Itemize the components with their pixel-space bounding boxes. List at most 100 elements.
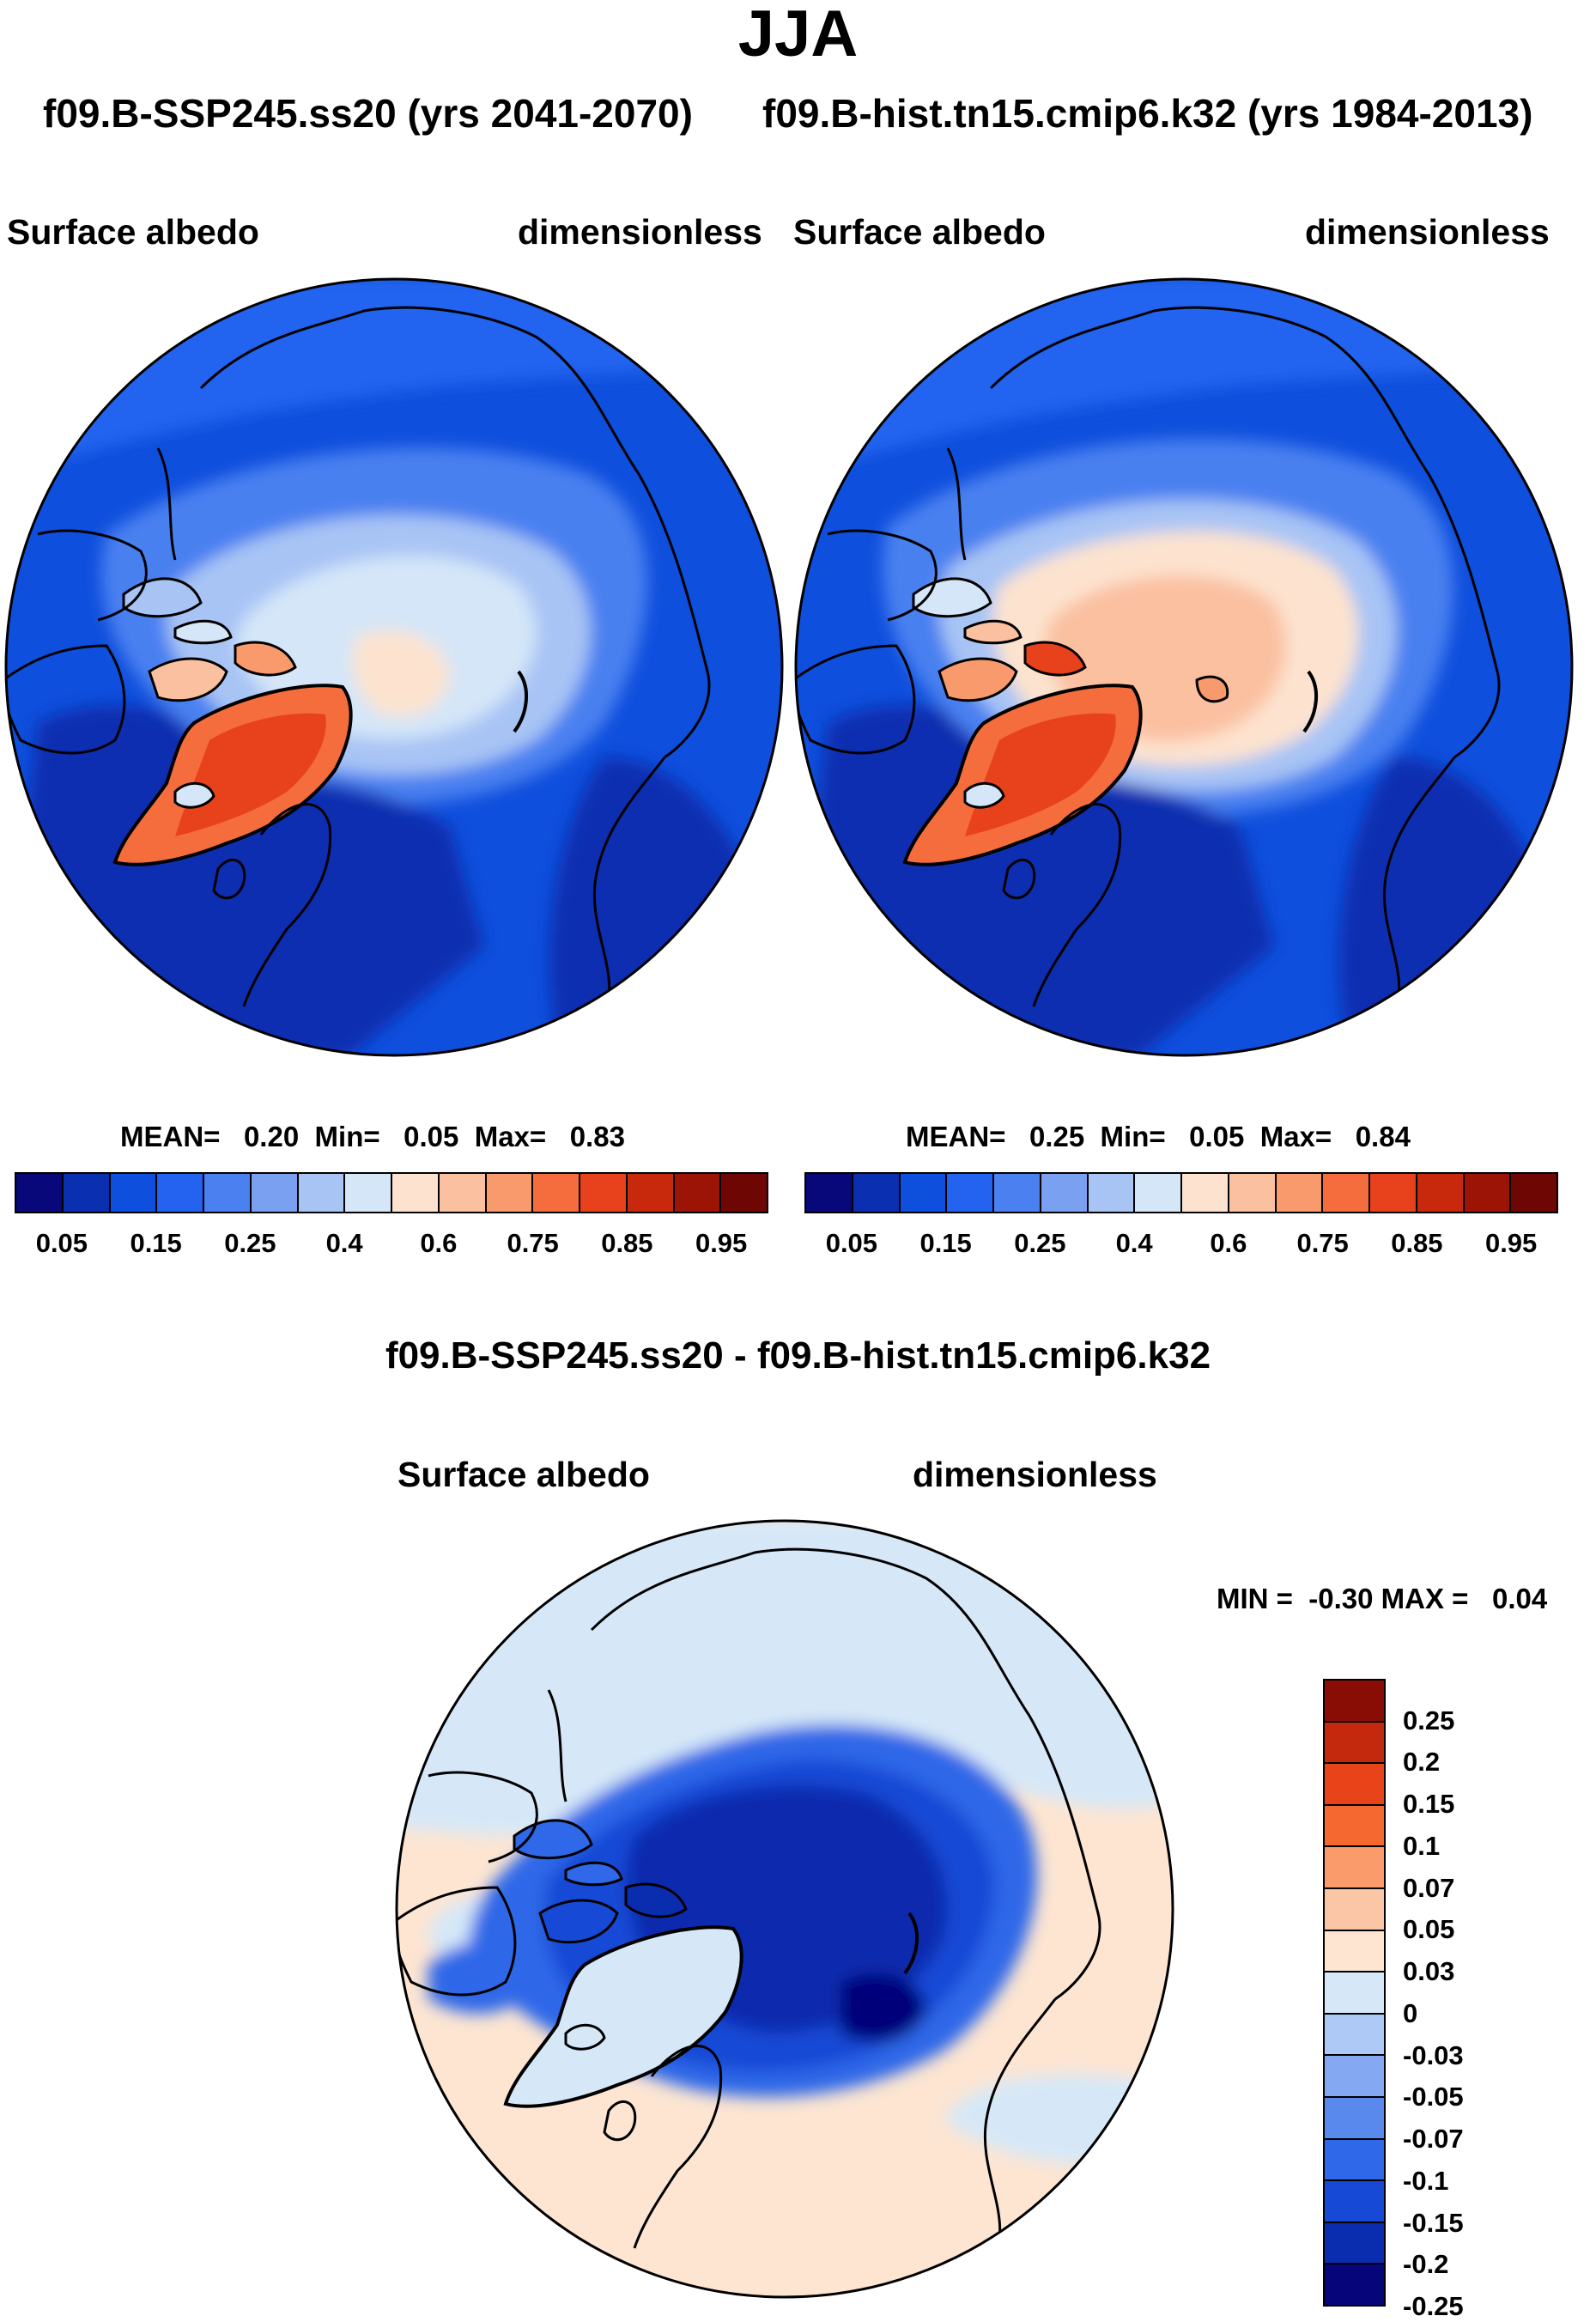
diff-colorbar-tick-label: -0.25 (1403, 2291, 1464, 2321)
left-colorbar-swatch (204, 1174, 252, 1212)
diff-colorbar-swatch (1325, 2264, 1384, 2305)
diff-variable-label: Surface albedo (397, 1455, 650, 1494)
right-run-title: f09.B-hist.tn15.cmip6.k32 (yrs 1984-2013… (762, 91, 1533, 136)
difference-title: f09.B-SSP245.ss20 - f09.B-hist.tn15.cmip… (385, 1334, 1211, 1377)
left-colorbar-swatch (251, 1174, 299, 1212)
left-colorbar-swatch (392, 1174, 440, 1212)
right-colorbar-swatch (1464, 1174, 1512, 1212)
right-colorbar-swatch (900, 1174, 948, 1212)
right-colorbar-swatch (1229, 1174, 1277, 1212)
right-colorbar-swatch (994, 1174, 1041, 1212)
right-polar-map (794, 277, 1574, 1057)
diff-colorbar-swatch (1325, 1972, 1384, 2015)
diff-colorbar-tick-label: -0.07 (1403, 2124, 1464, 2155)
right-colorbar-tick-label: 0.85 (1391, 1228, 1443, 1258)
diff-colorbar-ticks: 0.25 0.2 0.15 0.1 0.07 0.05 0.03 0 -0.03 -0.05 -0.… (1403, 1679, 1540, 2321)
season-title: JJA (737, 0, 859, 70)
diff-colorbar-tick-label: 0 (1403, 1997, 1418, 2028)
right-colorbar-tick-label: 0.6 (1210, 1228, 1247, 1258)
right-colorbar (804, 1172, 1558, 1213)
diff-colorbar-swatch (1325, 2139, 1384, 2182)
diff-stats: MIN = -0.30 MAX = 0.04 (1217, 1583, 1548, 1614)
left-colorbar-tick-label: 0.75 (507, 1228, 559, 1258)
left-colorbar-swatch (157, 1174, 204, 1212)
left-colorbar-tick-label: 0.95 (695, 1228, 748, 1258)
diff-colorbar-tick-label: 0.03 (1403, 1956, 1455, 1987)
diff-colorbar-tick-label: -0.15 (1403, 2207, 1464, 2238)
left-colorbar-swatch (298, 1174, 346, 1212)
diff-colorbar-swatch (1325, 2014, 1384, 2057)
right-variable-label: Surface albedo (793, 212, 1046, 252)
right-units-label: dimensionless (1305, 212, 1550, 252)
left-colorbar-tick-label: 0.25 (224, 1228, 276, 1258)
left-colorbar-swatch (16, 1174, 64, 1212)
diff-colorbar-tick-label: -0.05 (1403, 2082, 1464, 2112)
diff-colorbar-tick-label: 0.25 (1403, 1705, 1455, 1735)
right-colorbar-tick-label: 0.95 (1484, 1228, 1538, 1258)
left-units-label: dimensionless (518, 212, 762, 252)
diff-colorbar-swatch (1325, 1930, 1384, 1973)
left-colorbar-tick-label: 0.4 (325, 1228, 363, 1258)
right-colorbar-swatch (1417, 1174, 1465, 1212)
left-colorbar-tick-label: 0.6 (420, 1228, 458, 1258)
difference-polar-map (395, 1519, 1174, 2299)
left-run-title: f09.B-SSP245.ss20 (yrs 2041-2070) (43, 91, 693, 136)
diff-colorbar-tick-label: -0.2 (1403, 2249, 1449, 2280)
diff-colorbar-swatch (1325, 1722, 1384, 1765)
left-colorbar-swatch (533, 1174, 580, 1212)
diff-colorbar-tick-label: 0.1 (1403, 1830, 1441, 1861)
diff-colorbar-swatch (1325, 1847, 1384, 1889)
right-colorbar-swatch (853, 1174, 901, 1212)
left-colorbar-swatch (627, 1174, 675, 1212)
left-polar-map (4, 277, 784, 1057)
diff-colorbar-tick-label: -0.03 (1403, 2039, 1464, 2070)
right-colorbar-tick-label: 0.15 (919, 1228, 972, 1258)
left-variable-label: Surface albedo (7, 212, 259, 252)
diff-colorbar-swatch (1325, 1764, 1384, 1806)
diff-units-label: dimensionless (913, 1455, 1157, 1494)
left-colorbar-swatch (439, 1174, 487, 1212)
left-colorbar (15, 1172, 768, 1213)
left-colorbar-swatch (110, 1174, 158, 1212)
right-colorbar-swatch (947, 1174, 994, 1212)
right-stats: MEAN= 0.25 Min= 0.05 Max= 0.84 (906, 1121, 1411, 1152)
diff-colorbar (1323, 1679, 1386, 2307)
right-colorbar-tick-label: 0.75 (1296, 1228, 1349, 1258)
left-colorbar-swatch (721, 1174, 767, 1212)
left-colorbar-ticks: 0.05 0.15 0.25 0.4 0.6 0.75 0.85 0.95 (15, 1228, 768, 1262)
diff-colorbar-swatch (1325, 2056, 1384, 2098)
right-colorbar-swatch (1088, 1174, 1136, 1212)
diff-colorbar-swatch (1325, 1888, 1384, 1931)
right-colorbar-swatch (1135, 1174, 1182, 1212)
left-colorbar-tick-label: 0.85 (601, 1228, 653, 1258)
right-colorbar-tick-label: 0.05 (825, 1228, 878, 1258)
diff-colorbar-tick-label: 0.07 (1403, 1872, 1455, 1903)
diff-colorbar-swatch (1325, 2181, 1384, 2223)
diff-colorbar-swatch (1325, 2222, 1384, 2265)
right-colorbar-tick-label: 0.4 (1115, 1228, 1153, 1258)
left-colorbar-swatch (345, 1174, 392, 1212)
diff-colorbar-tick-label: 0.05 (1403, 1914, 1455, 1945)
left-colorbar-swatch (580, 1174, 628, 1212)
left-colorbar-swatch (486, 1174, 534, 1212)
diff-colorbar-tick-label: 0.2 (1403, 1747, 1441, 1778)
left-stats: MEAN= 0.20 Min= 0.05 Max= 0.83 (120, 1121, 625, 1152)
right-colorbar-swatch (806, 1174, 853, 1212)
left-colorbar-tick-label: 0.15 (130, 1228, 182, 1258)
right-colorbar-swatch (1041, 1174, 1089, 1212)
right-colorbar-swatch (1276, 1174, 1324, 1212)
diff-colorbar-tick-label: -0.1 (1403, 2165, 1449, 2196)
left-colorbar-swatch (63, 1174, 111, 1212)
right-colorbar-swatch (1370, 1174, 1417, 1212)
diff-colorbar-tick-label: 0.15 (1403, 1789, 1455, 1820)
diff-colorbar-swatch (1325, 1681, 1384, 1723)
right-colorbar-swatch (1182, 1174, 1229, 1212)
right-colorbar-swatch (1511, 1174, 1557, 1212)
right-colorbar-ticks: 0.05 0.15 0.25 0.4 0.6 0.75 0.85 0.95 (804, 1228, 1558, 1262)
diff-colorbar-swatch (1325, 1805, 1384, 1848)
left-colorbar-tick-label: 0.05 (35, 1228, 88, 1258)
right-colorbar-tick-label: 0.25 (1014, 1228, 1066, 1258)
right-colorbar-swatch (1323, 1174, 1370, 1212)
diff-colorbar-swatch (1325, 2097, 1384, 2140)
left-colorbar-swatch (674, 1174, 722, 1212)
